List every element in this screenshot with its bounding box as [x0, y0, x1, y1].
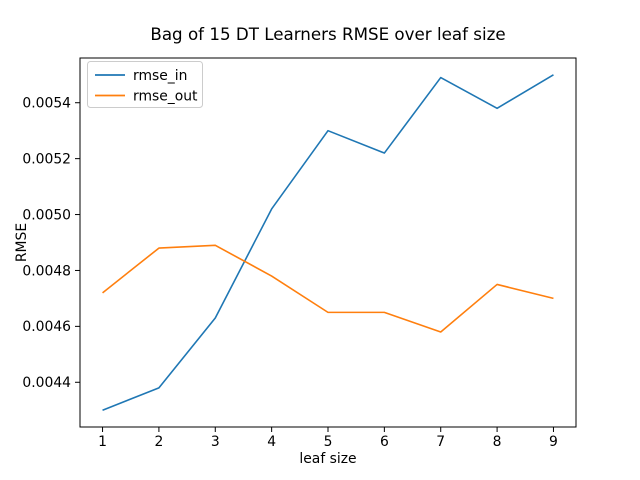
- chart-title: Bag of 15 DT Learners RMSE over leaf siz…: [150, 24, 505, 44]
- x-axis-label: leaf size: [299, 451, 356, 467]
- y-tick-label: 0.0044: [22, 375, 71, 391]
- y-tick-label: 0.0050: [22, 207, 71, 223]
- x-tick-label: 6: [380, 434, 389, 450]
- x-tick-label: 4: [267, 434, 276, 450]
- y-axis-label: RMSE: [14, 223, 30, 262]
- x-tick-label: 3: [211, 434, 220, 450]
- x-tick-label: 7: [436, 434, 445, 450]
- y-tick-label: 0.0054: [22, 96, 71, 112]
- plot-area: 1 2 3 4 5 6 7 8 9 0.0044 0.0046 0.0048 0.0050 0.0052 0…: [22, 57, 577, 450]
- x-tick-label: 9: [549, 434, 558, 450]
- legend: rmse_in rmse_out: [87, 61, 203, 108]
- axes-frame: [79, 57, 577, 428]
- legend-label-rmse_out: rmse_out: [133, 88, 198, 104]
- x-tick-label: 2: [154, 434, 163, 450]
- legend-label-rmse_in: rmse_in: [133, 68, 187, 84]
- y-tick-label: 0.0048: [22, 263, 71, 279]
- series-line-rmse_in: [102, 74, 554, 411]
- x-tick-label: 5: [324, 434, 333, 450]
- x-tick-label: 1: [98, 434, 107, 450]
- y-tick-label: 0.0052: [22, 151, 71, 167]
- series-line-rmse_out: [102, 244, 554, 333]
- x-tick-label: 8: [493, 434, 502, 450]
- y-tick-label: 0.0046: [22, 319, 71, 335]
